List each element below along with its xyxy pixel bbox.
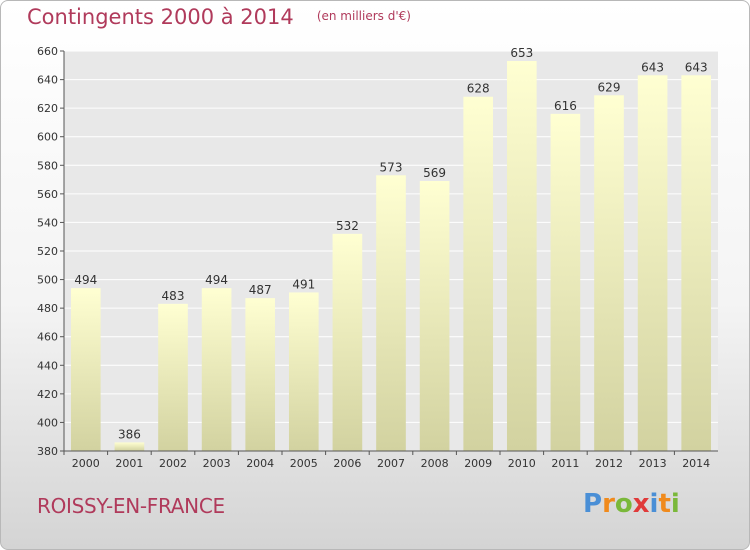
- bar-2009: [463, 96, 494, 451]
- x-tick-label-2008: 2008: [421, 457, 449, 470]
- x-tick-label-2002: 2002: [159, 457, 187, 470]
- place-name: ROISSY-EN-FRANCE: [37, 494, 225, 518]
- data-label-2000: 494: [74, 273, 97, 287]
- y-tick-label: 460: [37, 331, 58, 344]
- y-tick-label: 560: [37, 188, 58, 201]
- bars: 494 386 483 494 487 491 532 573 569 628 653 616 629 6…: [70, 46, 712, 452]
- y-tick-label: 480: [37, 302, 58, 315]
- logo-letter: i: [649, 489, 659, 519]
- logo-letter: i: [670, 489, 680, 519]
- data-label-2009: 628: [467, 82, 490, 96]
- bar-2014: [681, 75, 712, 452]
- title-row: Contingents 2000 à 2014 (en milliers d'€…: [27, 5, 411, 29]
- y-tick-label: 420: [37, 388, 58, 401]
- x-tick-label-2000: 2000: [72, 457, 100, 470]
- x-tick-label-2012: 2012: [595, 457, 623, 470]
- y-tick-label: 620: [37, 102, 58, 115]
- x-tick-label-2003: 2003: [203, 457, 231, 470]
- bar-2002: [158, 303, 188, 451]
- y-tick-label: 440: [37, 359, 58, 372]
- bar-2003: [201, 288, 232, 451]
- y-tick-label: 520: [37, 245, 58, 258]
- data-label-2010: 653: [510, 46, 533, 60]
- y-tick-label: 580: [37, 159, 58, 172]
- data-label-2011: 616: [554, 99, 577, 113]
- data-label-2002: 483: [162, 289, 185, 303]
- bar-2012: [594, 95, 624, 452]
- logo-letter: t: [658, 489, 671, 519]
- data-label-2008: 569: [423, 166, 446, 180]
- y-tick-label: 600: [37, 131, 58, 144]
- logo-letter: o: [614, 489, 633, 519]
- y-tick-label: 400: [37, 416, 58, 429]
- y-tick-label: 640: [37, 74, 58, 87]
- y-tick-label: 540: [37, 216, 58, 229]
- data-label-2006: 532: [336, 219, 359, 233]
- data-label-2014: 643: [685, 60, 708, 74]
- bar-2000: [70, 288, 101, 451]
- x-tick-label-2009: 2009: [464, 457, 492, 470]
- axes: 380 400 420 440 460 480 500 520 540 560 580 600 620 6…: [37, 45, 718, 470]
- chart-unit-label: (en milliers d'€): [316, 9, 411, 23]
- bar-2004: [245, 298, 276, 451]
- x-tick-label-2004: 2004: [246, 457, 274, 470]
- logo-letter: x: [632, 489, 650, 519]
- bar-2001: [114, 442, 145, 451]
- bar-2006: [332, 233, 363, 451]
- y-tick-label: 380: [37, 445, 58, 458]
- bar-2005: [288, 292, 319, 451]
- x-tick-label-2013: 2013: [639, 457, 667, 470]
- y-tick-label: 660: [37, 45, 58, 58]
- x-tick-label-2005: 2005: [290, 457, 318, 470]
- x-tick-label-2001: 2001: [115, 457, 143, 470]
- bar-2011: [550, 113, 581, 451]
- bar-2010: [506, 61, 537, 451]
- x-tick-label-2014: 2014: [682, 457, 710, 470]
- x-tick-label-2006: 2006: [333, 457, 361, 470]
- y-tick-label: 500: [37, 274, 58, 287]
- data-label-2004: 487: [249, 283, 272, 297]
- data-label-2003: 494: [205, 273, 228, 287]
- data-label-2005: 491: [292, 277, 315, 291]
- logo-letter: P: [583, 489, 603, 519]
- bar-2013: [637, 75, 668, 452]
- x-tick-label-2007: 2007: [377, 457, 405, 470]
- bar-2008: [419, 181, 450, 451]
- x-tick-label-2010: 2010: [508, 457, 536, 470]
- data-label-2012: 629: [598, 80, 621, 94]
- chart-title: Contingents 2000 à 2014: [27, 5, 294, 29]
- data-label-2001: 386: [118, 427, 141, 441]
- data-label-2007: 573: [380, 160, 403, 174]
- data-label-2013: 643: [641, 60, 664, 74]
- x-tick-label-2011: 2011: [551, 457, 579, 470]
- proxiti-logo: Proxiti: [583, 489, 680, 519]
- bar-2007: [376, 175, 406, 452]
- logo-letter: r: [602, 489, 615, 519]
